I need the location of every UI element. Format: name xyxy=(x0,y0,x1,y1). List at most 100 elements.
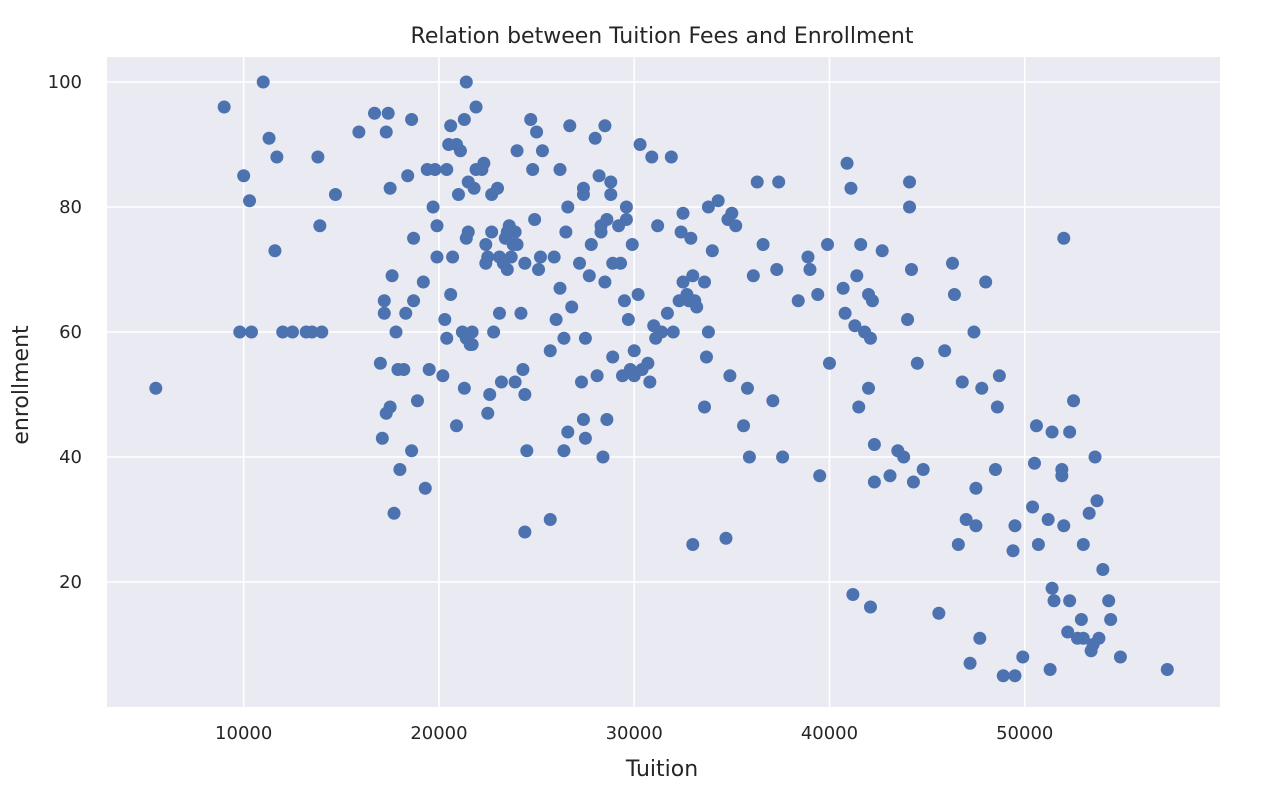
x-tick-label: 10000 xyxy=(215,723,272,744)
data-point xyxy=(631,288,645,301)
data-point xyxy=(582,269,596,283)
data-point xyxy=(578,431,592,445)
data-point xyxy=(801,250,815,264)
data-point xyxy=(1092,631,1106,645)
data-point xyxy=(975,381,989,395)
plot-area xyxy=(107,57,1220,707)
data-point xyxy=(381,106,395,120)
data-point xyxy=(938,344,952,358)
data-point xyxy=(863,331,877,345)
data-point xyxy=(328,188,342,201)
data-point xyxy=(1047,594,1061,608)
data-point xyxy=(756,238,770,251)
data-point xyxy=(740,381,754,395)
data-point xyxy=(438,313,452,326)
data-point xyxy=(600,213,614,226)
data-point xyxy=(576,413,590,426)
data-point xyxy=(533,250,547,264)
data-point xyxy=(598,275,612,289)
data-point xyxy=(440,163,454,176)
data-point xyxy=(1088,450,1102,464)
data-point xyxy=(518,525,532,539)
data-point xyxy=(426,200,440,214)
data-point xyxy=(524,113,538,126)
data-point xyxy=(494,375,508,389)
data-point xyxy=(526,163,540,176)
data-point xyxy=(619,200,633,214)
data-point xyxy=(951,538,965,551)
data-point xyxy=(1008,519,1022,533)
data-point xyxy=(1055,469,1069,483)
data-point xyxy=(588,131,602,145)
data-point xyxy=(676,275,690,289)
data-point xyxy=(901,313,915,326)
data-point xyxy=(973,631,987,645)
data-point xyxy=(617,294,631,308)
data-point xyxy=(1082,506,1096,520)
data-point xyxy=(313,219,327,233)
data-point xyxy=(243,194,257,208)
x-tick-label: 50000 xyxy=(996,723,1053,744)
data-point xyxy=(500,263,514,276)
data-point xyxy=(547,250,561,264)
data-point xyxy=(262,131,276,145)
data-point xyxy=(645,150,659,164)
data-point xyxy=(315,325,329,339)
y-tick-label: 40 xyxy=(59,447,82,468)
data-point xyxy=(1102,594,1116,608)
data-point xyxy=(410,394,424,408)
data-point xyxy=(557,444,571,458)
data-point xyxy=(1028,456,1041,470)
data-point xyxy=(368,106,382,120)
y-tick-label: 100 xyxy=(48,72,82,93)
data-point xyxy=(510,144,524,158)
data-point xyxy=(461,225,475,239)
data-point xyxy=(660,306,674,320)
data-point xyxy=(897,450,911,464)
data-point xyxy=(385,269,399,283)
data-point xyxy=(1026,500,1040,514)
y-axis-label: enrollment xyxy=(9,325,34,445)
data-point xyxy=(422,363,436,376)
data-point xyxy=(1076,631,1090,645)
data-point xyxy=(643,375,657,389)
data-point xyxy=(444,119,458,133)
data-point xyxy=(457,381,471,395)
data-point xyxy=(407,231,421,245)
data-point xyxy=(883,469,897,483)
data-point xyxy=(813,469,827,483)
y-tick-label: 20 xyxy=(59,572,82,593)
data-point xyxy=(481,406,495,420)
data-point xyxy=(903,200,917,214)
data-point xyxy=(440,331,454,345)
data-point xyxy=(1057,519,1071,533)
data-point xyxy=(844,181,858,195)
data-point xyxy=(655,325,669,339)
data-point xyxy=(559,225,573,239)
data-point xyxy=(906,475,920,489)
data-point xyxy=(590,369,604,383)
data-point xyxy=(621,313,635,326)
x-tick-label: 20000 xyxy=(410,723,467,744)
data-point xyxy=(746,269,760,283)
data-point xyxy=(520,444,534,458)
data-point xyxy=(528,213,542,226)
data-point xyxy=(600,413,614,426)
data-point xyxy=(1045,425,1059,439)
data-point xyxy=(508,375,522,389)
data-point xyxy=(535,144,549,158)
data-point xyxy=(477,156,491,170)
data-point xyxy=(256,75,270,89)
data-point xyxy=(737,419,751,433)
data-point xyxy=(592,169,606,183)
y-tick-labels: 20 40 60 80 100 xyxy=(48,72,82,593)
data-point xyxy=(405,113,419,126)
data-point xyxy=(1090,494,1104,508)
data-point xyxy=(850,269,864,283)
data-point xyxy=(453,144,467,158)
data-point xyxy=(1043,663,1057,676)
data-point xyxy=(553,281,567,295)
data-point xyxy=(596,450,610,464)
chart-title: Relation between Tuition Fees and Enroll… xyxy=(411,24,914,49)
data-point xyxy=(459,75,473,89)
